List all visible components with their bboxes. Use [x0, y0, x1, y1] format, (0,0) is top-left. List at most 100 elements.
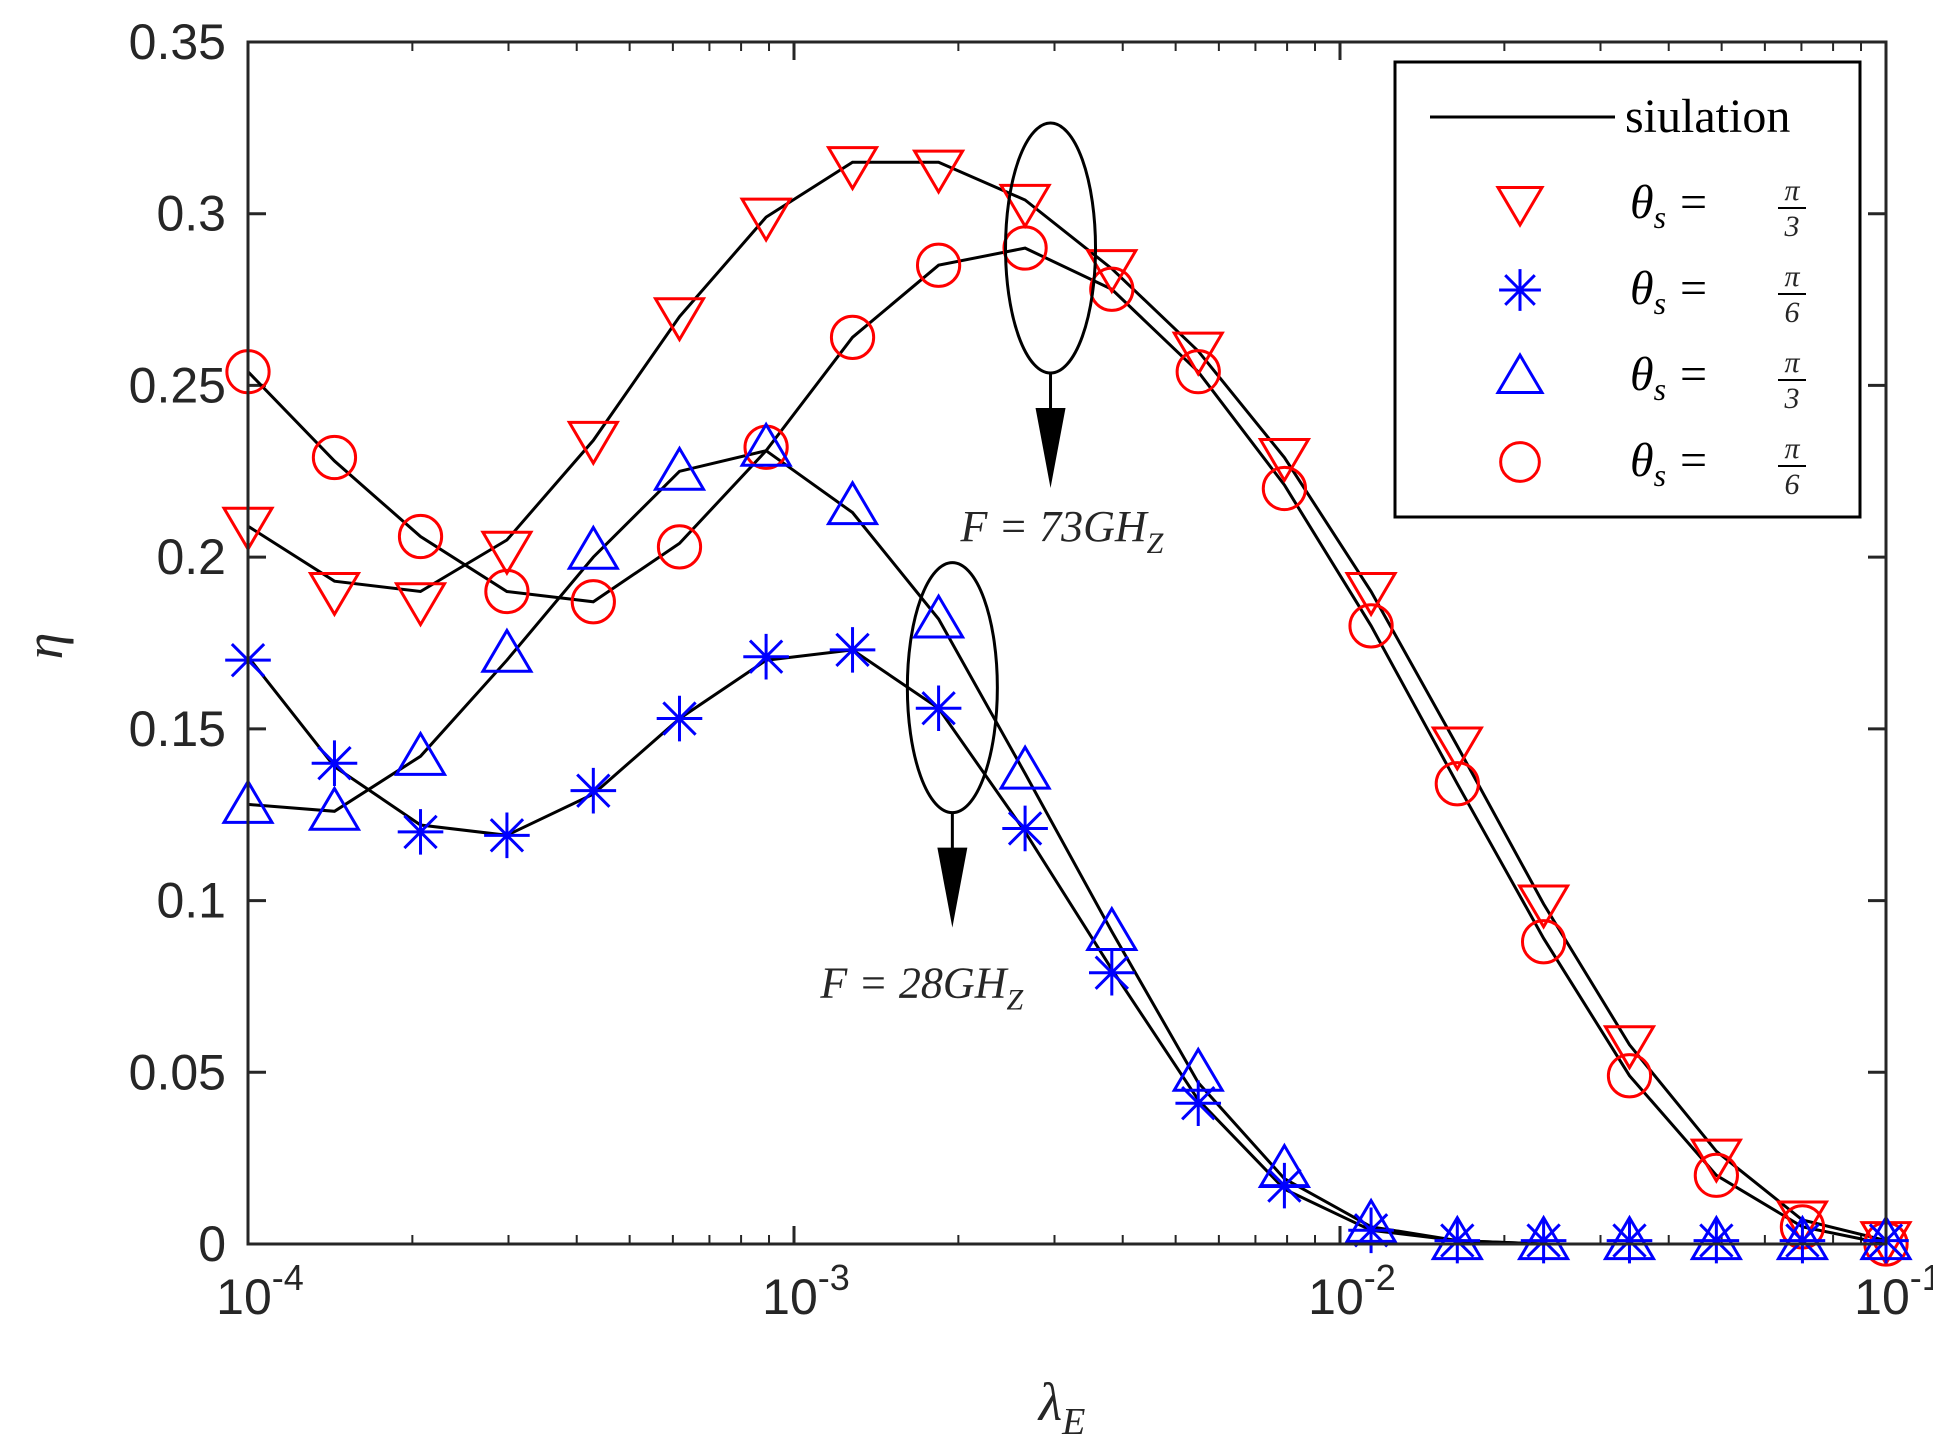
data-point-circle [656, 524, 703, 570]
sim-line-triangle-down [247, 160, 1887, 1243]
data-point-star [743, 633, 789, 680]
data-point-star [397, 809, 444, 855]
legend-frac-den: 3 [1784, 210, 1800, 243]
data-point-circle [1520, 919, 1567, 965]
data-point-triangle-down [825, 146, 880, 192]
legend-marker-star [1499, 269, 1541, 311]
data-point-circle [1693, 1152, 1739, 1198]
data-point-circle [1434, 761, 1480, 807]
legend-marker-triangle-up [1495, 352, 1545, 394]
data-point-circle [1175, 349, 1221, 395]
data-point-triangle-up [1602, 1214, 1657, 1261]
data-point-triangle-down [393, 582, 448, 628]
y-axis-label: η [14, 633, 74, 660]
legend-frac-den: 6 [1785, 296, 1800, 329]
data-point-triangle-up [1775, 1214, 1830, 1261]
legend-entry-label: θs = [1630, 262, 1707, 321]
legend-marker-triangle-down [1495, 186, 1545, 228]
y-tick-label: 0.15 [129, 701, 226, 757]
legend-frac-num: π [1784, 174, 1800, 207]
data-point-triangle-up [652, 445, 707, 491]
data-point-circle [397, 513, 444, 560]
x-tick-label: 10-2 [1308, 1257, 1396, 1325]
legend-marker-circle [1499, 441, 1541, 483]
data-point-star [915, 685, 962, 732]
legend-sim-label: siulation [1625, 90, 1790, 143]
legend-frac-num: π [1784, 346, 1800, 379]
data-point-circle [915, 242, 962, 288]
data-point-triangle-up [1171, 1046, 1225, 1092]
data-point-circle [1606, 1053, 1653, 1099]
data-point-triangle-down [1430, 726, 1484, 772]
data-point-circle [570, 579, 616, 625]
data-point-circle [1348, 603, 1394, 649]
data-point-star [1434, 1217, 1481, 1264]
x-tick-label: 10-4 [216, 1257, 304, 1325]
data-point-triangle-down [911, 149, 966, 195]
legend-frac-num: π [1784, 432, 1800, 465]
legend-entry-label: θs = [1630, 348, 1707, 407]
y-tick-label: 0.1 [156, 873, 226, 929]
legend-entry-label: θs = [1630, 434, 1707, 493]
data-point-star [656, 695, 703, 742]
y-tick-labels: 0 0.05 0.1 0.15 0.2 0.25 0.3 0.35 [129, 14, 226, 1272]
data-point-triangle-up [1516, 1214, 1571, 1261]
annotation-label-73ghz: F = 73GHZ [960, 502, 1164, 560]
data-point-star [1175, 1080, 1222, 1126]
data-point-triangle-up [825, 479, 880, 526]
data-point-triangle-down [1775, 1200, 1830, 1246]
data-point-star [1606, 1217, 1653, 1264]
data-point-star [1693, 1217, 1740, 1264]
sim-line-circle [246, 246, 1887, 1246]
data-point-triangle-down [566, 420, 620, 467]
data-point-star [829, 627, 876, 673]
data-point-star [484, 812, 530, 859]
legend-frac-den: 6 [1785, 468, 1800, 501]
y-tick-label: 0.3 [156, 186, 226, 242]
data-point-triangle-down [1602, 1025, 1657, 1071]
x-tick-labels: 10-4 10-3 10-2 10-1 [216, 1257, 1933, 1325]
axes-box [246, 40, 1888, 1246]
data-point-triangle-down [998, 183, 1052, 230]
data-point-star [1348, 1207, 1394, 1254]
y-tick-label: 0.35 [129, 14, 226, 70]
data-point-triangle-down [480, 530, 534, 577]
data-point-triangle-down [739, 197, 793, 243]
data-markers [221, 146, 1913, 1267]
y-tick-label: 0 [198, 1216, 226, 1272]
data-point-triangle-down [1257, 438, 1312, 484]
x-axis-label: λE [1037, 1372, 1086, 1443]
data-point-triangle-up [480, 627, 534, 673]
data-point-circle [1089, 266, 1135, 312]
data-point-triangle-up [1430, 1214, 1484, 1261]
legend-entry-label: θs = [1630, 176, 1707, 235]
data-point-star [1779, 1217, 1826, 1264]
data-point-triangle-down [1689, 1138, 1743, 1184]
data-point-circle [1261, 465, 1308, 512]
data-point-triangle-up [739, 421, 793, 467]
annotation-arrowhead-28ghz [937, 847, 968, 928]
data-point-triangle-down [1516, 884, 1571, 930]
annotation-arrowhead-73ghz [1035, 408, 1066, 489]
x-tick-label: 10-1 [1854, 1257, 1933, 1325]
data-point-triangle-up [1859, 1214, 1913, 1261]
data-point-triangle-up [1085, 905, 1139, 951]
data-point-circle [311, 434, 358, 481]
y-tick-label: 0.05 [129, 1044, 226, 1100]
data-point-star [570, 767, 617, 814]
data-point-star [1089, 949, 1135, 996]
data-point-triangle-up [307, 785, 362, 831]
data-point-star [311, 740, 358, 786]
y-tick-label: 0.2 [156, 529, 226, 585]
data-point-triangle-up [1257, 1142, 1312, 1188]
data-point-triangle-up [911, 593, 966, 639]
data-point-triangle-down [1344, 571, 1398, 618]
x-tick-label: 10-3 [762, 1257, 850, 1325]
y-tick-label: 0.25 [129, 357, 226, 413]
data-point-triangle-down [652, 297, 707, 343]
legend-frac-num: π [1784, 260, 1800, 293]
data-point-star [1002, 805, 1048, 852]
data-point-triangle-up [1689, 1214, 1743, 1261]
